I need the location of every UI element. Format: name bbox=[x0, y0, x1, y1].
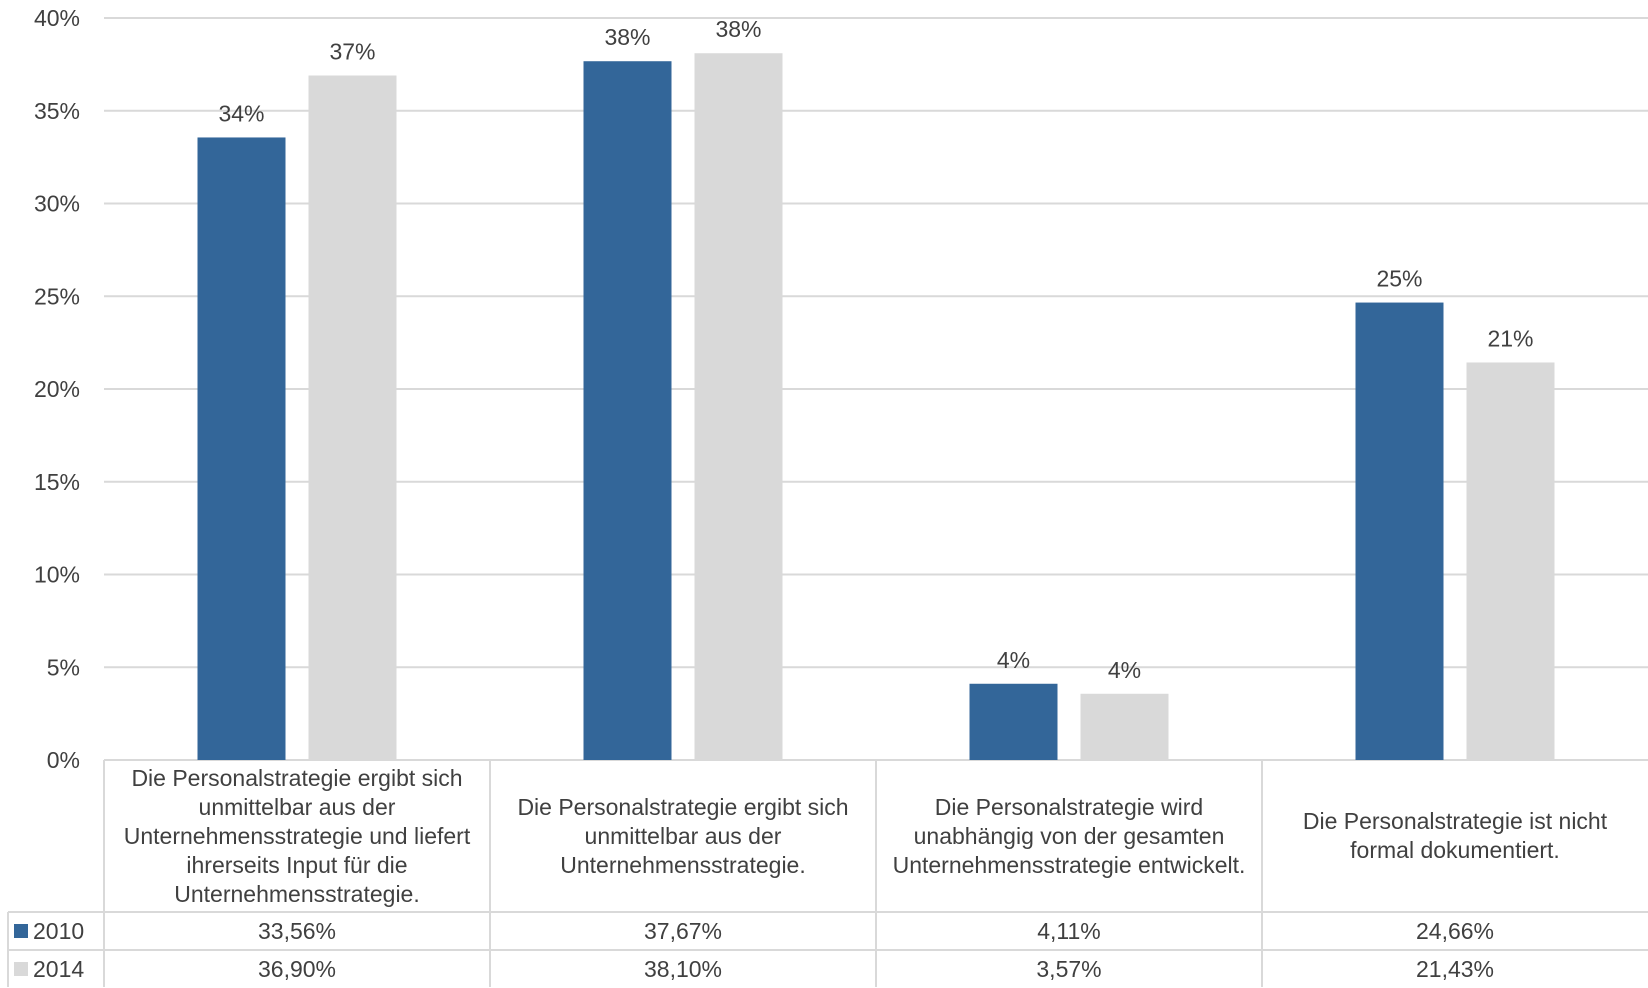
category-label: Die Personalstrategie ergibt sich unmitt… bbox=[123, 764, 471, 907]
legend-label: 2010 bbox=[33, 918, 85, 944]
y-tick-label: 15% bbox=[34, 469, 80, 495]
category-label: Die Personalstrategie ist nicht formal d… bbox=[1302, 808, 1608, 863]
data-label: 38% bbox=[604, 24, 650, 50]
y-tick-label: 25% bbox=[34, 283, 80, 309]
table-cell: 4,11% bbox=[1037, 918, 1101, 944]
bar-2010 bbox=[1355, 302, 1444, 760]
bar-2014 bbox=[694, 53, 783, 761]
table-cell: 24,66% bbox=[1415, 918, 1494, 944]
bar-2014 bbox=[1080, 693, 1169, 760]
legend-swatch bbox=[14, 962, 28, 976]
bar-2014 bbox=[1466, 362, 1555, 760]
data-label: 4% bbox=[997, 647, 1030, 673]
y-tick-label: 20% bbox=[34, 376, 80, 402]
table-cell: 33,56% bbox=[257, 918, 336, 944]
table-cell: 3,57% bbox=[1036, 956, 1102, 982]
bar-2010 bbox=[583, 61, 672, 761]
data-label: 4% bbox=[1108, 657, 1141, 683]
data-label: 21% bbox=[1487, 325, 1533, 351]
data-label: 38% bbox=[715, 16, 761, 42]
category-label: Die Personalstrategie wird unabhängig vo… bbox=[892, 793, 1246, 878]
legend-entry-2014: 2014 bbox=[14, 950, 84, 988]
table-cell: 21,43% bbox=[1415, 956, 1494, 982]
data-label: 37% bbox=[329, 39, 375, 65]
data-label: 34% bbox=[218, 100, 264, 126]
y-tick-label: 10% bbox=[34, 562, 80, 588]
y-tick-label: 30% bbox=[34, 191, 80, 217]
y-tick-label: 35% bbox=[34, 98, 80, 124]
legend-entry-2010: 2010 bbox=[14, 912, 84, 950]
bar-2010 bbox=[969, 683, 1058, 760]
data-label: 25% bbox=[1376, 266, 1422, 292]
bar-2010 bbox=[197, 137, 286, 760]
table-cell: 37,67% bbox=[643, 918, 722, 944]
category-label: Die Personalstrategie ergibt sich unmitt… bbox=[517, 793, 849, 878]
y-tick-label: 40% bbox=[34, 5, 80, 31]
legend-swatch bbox=[14, 924, 28, 938]
y-tick-label: 0% bbox=[47, 747, 80, 773]
bar-2014 bbox=[308, 75, 397, 760]
table-cell: 38,10% bbox=[643, 956, 722, 982]
table-cell: 36,90% bbox=[257, 956, 336, 982]
y-tick-label: 5% bbox=[47, 654, 80, 680]
legend-label: 2014 bbox=[33, 956, 85, 982]
